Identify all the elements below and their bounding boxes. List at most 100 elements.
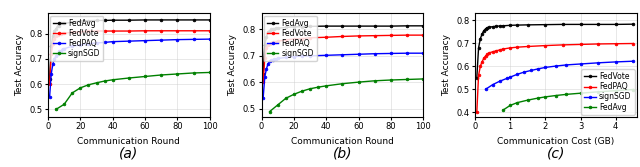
signSGD bbox=[323, 85, 330, 87]
FedVote bbox=[157, 30, 165, 32]
FedAvg bbox=[269, 28, 276, 30]
FedAvg bbox=[173, 19, 181, 21]
FedVote bbox=[355, 35, 362, 37]
Line: signSGD: signSGD bbox=[54, 71, 211, 111]
FedPAQ bbox=[559, 44, 567, 46]
FedPAQ bbox=[51, 58, 58, 60]
FedPAQ bbox=[56, 50, 63, 52]
FedPAQ bbox=[541, 45, 549, 47]
signSGD bbox=[189, 72, 197, 74]
FedPAQ bbox=[403, 52, 411, 54]
signSGD bbox=[489, 84, 497, 86]
FedPAQ bbox=[339, 54, 346, 56]
FedVote bbox=[282, 39, 290, 41]
Line: FedVote: FedVote bbox=[476, 23, 635, 79]
FedPAQ bbox=[496, 49, 504, 51]
FedPAQ bbox=[298, 55, 306, 57]
FedAvg bbox=[56, 25, 63, 27]
FedVote bbox=[271, 41, 278, 43]
FedPAQ bbox=[282, 56, 290, 58]
FedAvg bbox=[387, 25, 395, 27]
signSGD bbox=[403, 78, 411, 80]
FedVote bbox=[323, 36, 330, 38]
FedAvg bbox=[157, 19, 165, 21]
FedPAQ bbox=[157, 39, 165, 41]
Legend: FedAvg, FedVote, FedPAQ, signSGD: FedAvg, FedVote, FedPAQ, signSGD bbox=[264, 16, 317, 61]
Line: signSGD: signSGD bbox=[268, 77, 425, 113]
FedVote bbox=[489, 26, 497, 28]
FedVote bbox=[77, 31, 84, 33]
FedAvg bbox=[262, 36, 270, 38]
signSGD bbox=[100, 80, 108, 82]
FedAvg bbox=[339, 25, 346, 27]
FedPAQ bbox=[595, 43, 602, 45]
FedPAQ bbox=[513, 46, 521, 48]
FedPAQ bbox=[68, 45, 76, 47]
FedPAQ bbox=[264, 63, 272, 65]
Y-axis label: Test Accuracy: Test Accuracy bbox=[228, 34, 237, 96]
FedVote bbox=[612, 23, 620, 25]
FedPAQ bbox=[60, 48, 68, 50]
Line: FedPAQ: FedPAQ bbox=[476, 42, 635, 114]
FedVote bbox=[274, 40, 282, 42]
FedPAQ bbox=[419, 52, 427, 54]
FedPAQ bbox=[262, 68, 270, 70]
FedPAQ bbox=[485, 52, 493, 54]
Line: FedVote: FedVote bbox=[262, 34, 425, 84]
FedVote bbox=[496, 25, 504, 27]
FedPAQ bbox=[266, 60, 273, 62]
signSGD bbox=[68, 92, 76, 94]
FedPAQ bbox=[492, 50, 500, 52]
FedVote bbox=[483, 27, 491, 29]
FedVote bbox=[269, 41, 276, 43]
FedVote bbox=[84, 30, 92, 32]
FedAvg bbox=[524, 99, 532, 101]
Line: FedPAQ: FedPAQ bbox=[48, 38, 211, 98]
FedAvg bbox=[51, 30, 58, 32]
signSGD bbox=[419, 78, 427, 80]
FedAvg bbox=[109, 19, 116, 21]
FedAvg bbox=[84, 20, 92, 22]
FedAvg bbox=[141, 19, 149, 21]
FedVote bbox=[541, 24, 549, 26]
signSGD bbox=[206, 71, 214, 73]
signSGD bbox=[552, 65, 560, 67]
FedVote bbox=[480, 30, 488, 32]
FedVote bbox=[93, 30, 100, 32]
FedVote bbox=[478, 33, 486, 35]
signSGD bbox=[52, 108, 60, 110]
FedPAQ bbox=[52, 55, 60, 57]
FedAvg bbox=[274, 27, 282, 29]
FedVote bbox=[506, 24, 514, 26]
FedVote bbox=[52, 35, 60, 37]
signSGD bbox=[339, 83, 346, 85]
Line: FedAvg: FedAvg bbox=[502, 88, 635, 111]
FedPAQ bbox=[274, 57, 282, 59]
FedVote bbox=[68, 31, 76, 33]
FedPAQ bbox=[268, 59, 275, 61]
FedPAQ bbox=[290, 56, 298, 58]
FedVote bbox=[51, 38, 58, 40]
signSGD bbox=[630, 60, 637, 62]
FedAvg bbox=[57, 22, 65, 24]
FedVote bbox=[189, 30, 197, 32]
signSGD bbox=[290, 93, 298, 95]
FedVote bbox=[268, 42, 275, 44]
FedVote bbox=[272, 41, 280, 43]
signSGD bbox=[577, 63, 584, 65]
FedPAQ bbox=[173, 39, 181, 41]
FedAvg bbox=[499, 109, 507, 111]
FedPAQ bbox=[46, 96, 54, 98]
FedAvg bbox=[271, 28, 278, 30]
FedAvg bbox=[306, 25, 314, 27]
FedPAQ bbox=[355, 53, 362, 55]
FedAvg bbox=[259, 73, 267, 75]
FedAvg bbox=[595, 91, 602, 93]
FedPAQ bbox=[49, 63, 57, 65]
FedVote bbox=[261, 57, 269, 59]
signSGD bbox=[563, 64, 570, 66]
FedAvg bbox=[46, 78, 54, 80]
FedAvg bbox=[77, 20, 84, 22]
signSGD bbox=[282, 97, 290, 99]
FedVote bbox=[513, 24, 521, 26]
